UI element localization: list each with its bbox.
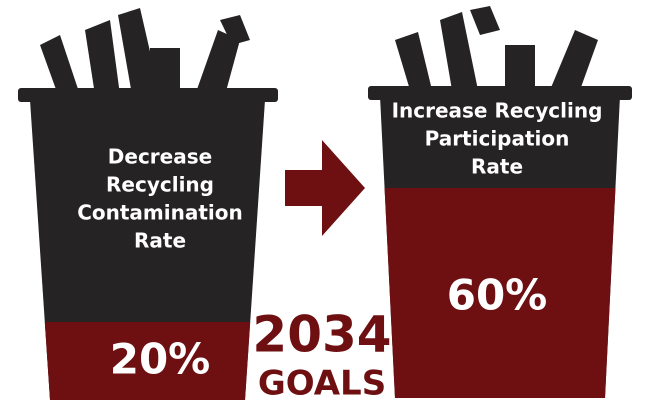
bin-label: Increase Recycling <box>392 99 603 123</box>
bin-label: Rate <box>134 229 186 253</box>
goal-year: 2034 <box>252 306 391 364</box>
bin-value: 20% <box>110 335 211 384</box>
bin-label: Rate <box>471 155 523 179</box>
goal-label: GOALS <box>258 364 386 404</box>
bin-label: Participation <box>425 127 570 151</box>
bin-label: Contamination <box>77 201 243 225</box>
bin-label: Decrease <box>108 145 212 169</box>
bin-value: 60% <box>447 271 548 320</box>
bin-label: Recycling <box>106 173 214 197</box>
right-bin <box>368 6 632 398</box>
arrow <box>285 140 365 236</box>
left-bin <box>18 8 278 400</box>
